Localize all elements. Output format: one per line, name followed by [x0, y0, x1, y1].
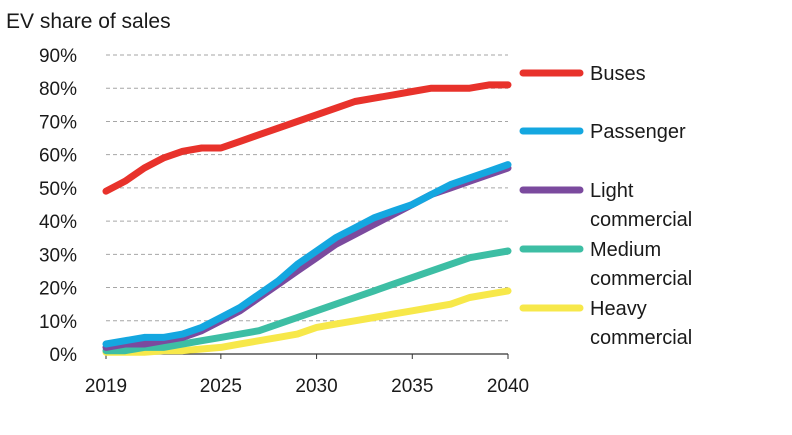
legend-label: Buses — [590, 63, 646, 85]
legend-item-heavy-commercial: Heavy commercial — [519, 298, 692, 349]
y-tick-label: 0% — [50, 345, 78, 366]
legend-label: commercial — [590, 327, 692, 349]
x-tick-label: 2040 — [487, 376, 529, 397]
y-tick-label: 90% — [39, 46, 77, 67]
y-tick-label: 60% — [39, 146, 77, 167]
y-tick-label: 70% — [39, 112, 77, 133]
legend-item-passenger: Passenger — [519, 121, 686, 143]
legend-label: Light — [590, 180, 634, 202]
y-axis-ticks: 0% 10% 20% 30% 40% 50% 60% 70% 80% 90% — [39, 46, 77, 366]
legend-item-buses: Buses — [519, 63, 646, 85]
x-tick-label: 2025 — [200, 376, 242, 397]
x-tick-label: 2030 — [295, 376, 337, 397]
legend-label: Heavy — [590, 298, 647, 320]
legend-label: Medium — [590, 239, 661, 261]
x-axis-ticks: 2019 2025 2030 2035 2040 — [85, 354, 529, 397]
y-tick-label: 50% — [39, 179, 77, 200]
series-line-buses — [102, 81, 512, 195]
series-line-heavy-commercial — [102, 287, 512, 356]
x-tick-label: 2019 — [85, 376, 127, 397]
y-tick-label: 40% — [39, 212, 77, 233]
y-tick-label: 10% — [39, 312, 77, 333]
legend-item-medium-commercial: Medium commercial — [519, 239, 692, 290]
series-line-passenger — [102, 161, 512, 348]
legend-label: Passenger — [590, 121, 686, 143]
chart-title: EV share of sales — [6, 10, 171, 33]
legend-label: commercial — [590, 268, 692, 290]
x-tick-label: 2035 — [391, 376, 433, 397]
legend-label: commercial — [590, 209, 692, 231]
y-tick-label: 30% — [39, 245, 77, 266]
y-tick-label: 20% — [39, 279, 77, 300]
series-lines — [102, 81, 512, 356]
y-tick-label: 80% — [39, 79, 77, 100]
legend-item-light-commercial: Light commercial — [519, 180, 692, 231]
legend: Buses Passenger Light commercial Medium comme… — [519, 63, 692, 349]
series-line-medium-commercial — [102, 247, 512, 355]
